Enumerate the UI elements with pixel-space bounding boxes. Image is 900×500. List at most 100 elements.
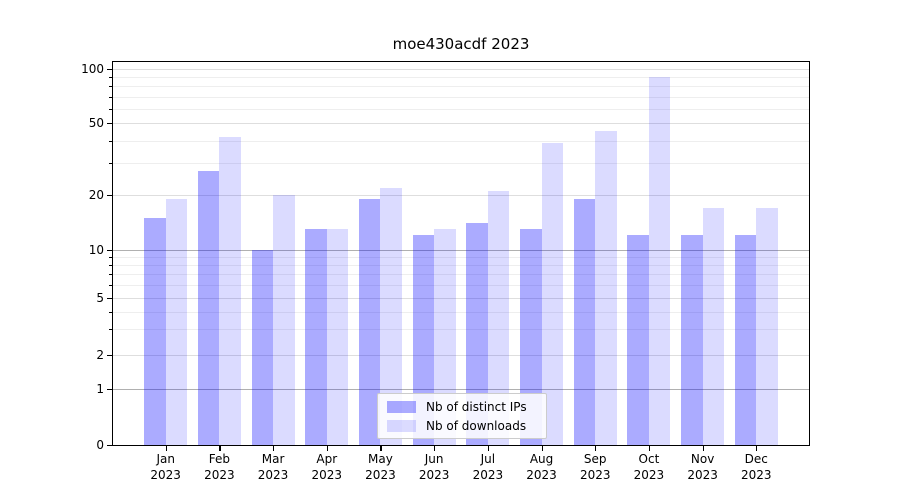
bar-distinct-ips xyxy=(681,235,703,445)
bar-downloads xyxy=(702,207,725,445)
bar-distinct-ips xyxy=(251,249,274,445)
gridline-major xyxy=(112,389,810,390)
bar-downloads xyxy=(756,207,778,445)
y-tick-label: 10 xyxy=(88,243,104,257)
y-tick-mark xyxy=(107,389,112,391)
legend-label-downloads: Nb of downloads xyxy=(426,418,527,433)
bar-distinct-ips xyxy=(305,228,327,445)
y-minor-tick-mark xyxy=(109,312,112,313)
x-tick-mark xyxy=(595,446,597,451)
y-tick-label: 2 xyxy=(96,348,104,362)
y-tick-label: 1 xyxy=(96,382,104,396)
gridline-minor xyxy=(112,285,810,286)
x-tick-mark xyxy=(273,446,275,451)
x-tick-label: Aug 2023 xyxy=(526,452,557,482)
x-tick-label: Jan 2023 xyxy=(150,452,181,482)
x-tick-label: Apr 2023 xyxy=(311,452,343,482)
gridline-minor xyxy=(112,312,810,313)
gridline-major xyxy=(112,250,810,251)
x-tick-mark xyxy=(380,446,382,451)
y-tick-mark xyxy=(107,298,112,300)
bar-downloads xyxy=(434,228,456,445)
y-minor-tick-mark xyxy=(109,285,112,286)
bar-downloads xyxy=(380,187,402,445)
gridline-major xyxy=(112,355,810,356)
x-tick-mark xyxy=(756,446,758,451)
y-tick-mark xyxy=(107,445,112,447)
x-tick-mark xyxy=(434,446,436,451)
gridline-minor xyxy=(112,97,810,98)
legend-label-distinct-ips: Nb of distinct IPs xyxy=(426,399,527,414)
y-tick-label: 50 xyxy=(88,116,104,130)
legend-swatch-distinct-ips xyxy=(387,400,416,413)
x-tick-label: Sep 2023 xyxy=(579,452,611,482)
bar-downloads xyxy=(219,136,241,445)
gridline-major xyxy=(112,298,810,299)
bar-downloads xyxy=(595,131,617,445)
x-tick-label: Mar 2023 xyxy=(257,452,289,482)
x-tick-mark xyxy=(702,446,704,451)
x-tick-label: Oct 2023 xyxy=(633,452,665,482)
bar-distinct-ips xyxy=(144,217,166,445)
y-tick-mark xyxy=(107,69,112,71)
gridline-major xyxy=(112,123,810,124)
y-tick-label: 5 xyxy=(96,291,104,305)
bar-downloads xyxy=(487,191,510,445)
x-tick-mark xyxy=(165,446,167,451)
bar-downloads xyxy=(648,76,671,445)
bar-downloads xyxy=(326,228,349,445)
legend-entry-downloads: Nb of downloads xyxy=(387,419,537,433)
x-tick-label: Jul 2023 xyxy=(472,452,504,482)
bar-downloads xyxy=(541,142,563,445)
x-tick-mark xyxy=(487,446,490,451)
y-minor-tick-mark xyxy=(109,97,112,98)
gridline-minor xyxy=(112,141,810,142)
y-minor-tick-mark xyxy=(109,109,112,110)
y-minor-tick-mark xyxy=(109,274,112,275)
y-tick-mark xyxy=(107,195,112,197)
x-tick-label: Dec 2023 xyxy=(741,452,772,482)
bar-distinct-ips xyxy=(197,171,220,445)
x-tick-label: May 2023 xyxy=(365,452,396,482)
y-tick-label: 100 xyxy=(81,62,104,76)
y-minor-tick-mark xyxy=(109,265,112,266)
bar-distinct-ips xyxy=(573,199,596,445)
gridline-major xyxy=(112,69,810,70)
x-tick-mark xyxy=(219,446,221,451)
bar-distinct-ips xyxy=(627,235,649,445)
y-minor-tick-mark xyxy=(109,86,112,87)
gridline-minor xyxy=(112,163,810,164)
y-tick-label: 0 xyxy=(96,438,104,452)
y-minor-tick-mark xyxy=(109,141,112,142)
bar-distinct-ips xyxy=(734,235,757,445)
gridline-minor xyxy=(112,265,810,266)
chart-title: moe430acdf 2023 xyxy=(392,35,530,53)
gridline-minor xyxy=(112,329,810,330)
y-tick-mark xyxy=(107,250,112,252)
gridline-minor xyxy=(112,86,810,87)
y-minor-tick-mark xyxy=(109,329,112,330)
y-minor-tick-mark xyxy=(109,163,112,164)
legend-entry-distinct-ips: Nb of distinct IPs xyxy=(387,400,537,414)
bar-downloads xyxy=(165,199,188,445)
gridline-minor xyxy=(112,77,810,78)
gridline-major xyxy=(112,195,810,196)
bar-distinct-ips xyxy=(466,223,488,445)
y-tick-mark xyxy=(107,123,112,125)
x-tick-mark xyxy=(541,446,543,451)
y-tick-label: 20 xyxy=(88,188,104,202)
x-tick-mark xyxy=(326,446,328,451)
bar-distinct-ips xyxy=(358,199,381,445)
gridline-minor xyxy=(112,257,810,258)
x-tick-label: Feb 2023 xyxy=(204,452,235,482)
bar-distinct-ips xyxy=(520,228,542,445)
y-tick-mark xyxy=(107,355,112,357)
legend-swatch-downloads xyxy=(387,419,416,432)
gridline-minor xyxy=(112,109,810,110)
x-tick-label: Nov 2023 xyxy=(687,452,718,482)
bar-distinct-ips xyxy=(412,235,435,445)
y-minor-tick-mark xyxy=(109,257,112,258)
gridline-minor xyxy=(112,274,810,275)
y-minor-tick-mark xyxy=(109,77,112,78)
